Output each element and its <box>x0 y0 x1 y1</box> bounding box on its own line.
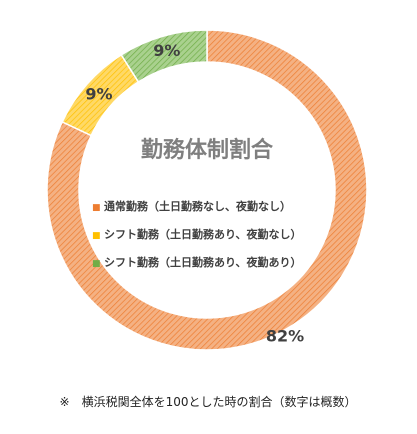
donut-slices <box>46 29 368 351</box>
legend-item-shift-night: シフト勤務（土日勤務あり、夜勤あり） <box>104 255 302 269</box>
legend-marker-shift-no-night: ■ <box>92 231 101 241</box>
data-label-shift-night: 9% <box>153 41 180 60</box>
legend: ■ 通常勤務（土日勤務なし、夜勤なし）■ シフト勤務（土日勤務あり、夜勤なし）■ シフ… <box>92 199 302 269</box>
legend-marker-shift-night: ■ <box>92 259 101 269</box>
footnote: ※ 横浜税関全体を100とした時の割合（数字は概数） <box>60 394 357 409</box>
data-label-shift-no-night: 9% <box>85 84 112 103</box>
slice-shift-night <box>120 29 208 83</box>
data-labels: 82% 9% 9% <box>85 41 304 345</box>
chart-title: 勤務体制割合 <box>141 137 274 163</box>
legend-item-shift-no-night: シフト勤務（土日勤務あり、夜勤なし） <box>104 227 302 241</box>
data-label-normal: 82% <box>266 327 304 346</box>
slice-normal <box>46 29 368 351</box>
legend-marker-normal: ■ <box>92 203 101 213</box>
legend-item-normal: 通常勤務（土日勤務なし、夜勤なし） <box>104 199 291 213</box>
